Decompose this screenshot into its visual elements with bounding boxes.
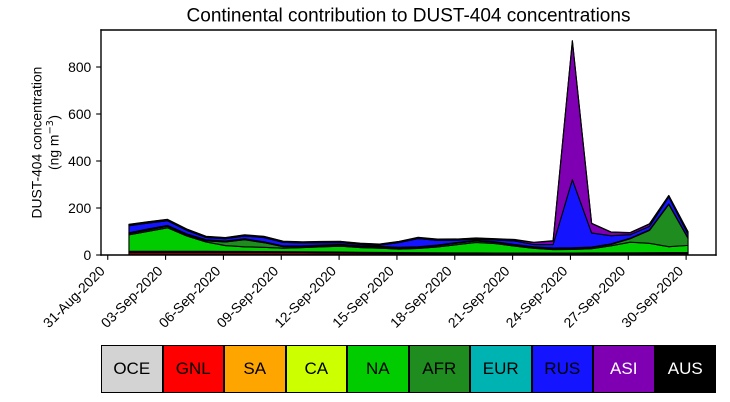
svg-text:800: 800 [68,59,91,75]
svg-text:600: 600 [68,106,91,122]
svg-text:400: 400 [68,153,91,169]
svg-text:Continental contribution to DU: Continental contribution to DUST-404 con… [187,6,631,27]
svg-text:200: 200 [68,200,91,216]
svg-text:0: 0 [84,247,92,263]
